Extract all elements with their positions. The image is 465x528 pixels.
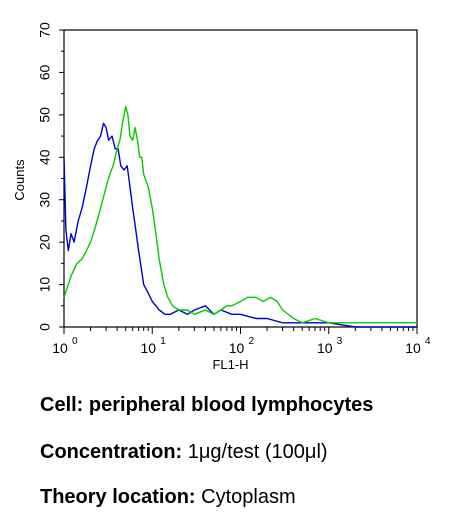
y-tick-label-4: 40 <box>37 149 53 165</box>
y-tick-label-5: 50 <box>37 107 53 123</box>
y-tick-label-0: 0 <box>37 323 53 331</box>
caption-cell: Cell: peripheral blood lymphocytes <box>40 393 373 417</box>
flow-cytometry-histogram: 0 10 20 30 40 50 60 70 10 0 10 1 10 2 10 3 10 4 FL1-H Count… <box>12 22 431 372</box>
x-tick-exponent-0: 0 <box>72 336 78 347</box>
y-axis-label: Counts <box>12 159 27 201</box>
y-tick-label-3: 30 <box>37 192 53 208</box>
x-tick-label-1: 10 <box>140 340 156 356</box>
x-tick-exponent-3: 3 <box>337 336 343 347</box>
caption-cell-label: Cell: peripheral blood lymphocytes <box>40 394 374 416</box>
x-axis-label: FL1-H <box>212 357 248 372</box>
x-tick-label-0: 10 <box>52 340 68 356</box>
y-tick-label-6: 60 <box>37 64 53 80</box>
y-tick-label-1: 10 <box>37 277 53 293</box>
y-tick-label-7: 70 <box>37 22 53 38</box>
plot-frame <box>63 29 418 328</box>
x-tick-exponent-1: 1 <box>160 336 166 347</box>
caption-concentration: Concentration: 1μg/test (100μl) <box>40 440 328 464</box>
x-tick-exponent-4: 4 <box>425 336 431 347</box>
y-tick-label-2: 20 <box>37 234 53 250</box>
x-tick-label-2: 10 <box>229 340 245 356</box>
histogram-svg: 0 10 20 30 40 50 60 70 10 0 10 1 10 2 10 3 10 4 FL1-H Count… <box>12 22 431 372</box>
histogram-series-1 <box>63 105 417 324</box>
x-tick-label-4: 10 <box>405 340 421 356</box>
histogram-series-0 <box>63 122 417 328</box>
caption-concentration-label: Concentration: <box>40 441 183 463</box>
caption-concentration-value: 1μg/test (100μl) <box>187 441 328 463</box>
caption-location-label: Theory location: <box>40 486 196 508</box>
caption-location: Theory location: Cytoplasm <box>40 485 296 509</box>
x-tick-label-3: 10 <box>317 340 333 356</box>
caption-location-value: Cytoplasm <box>201 486 296 508</box>
x-tick-exponent-2: 2 <box>249 336 255 347</box>
